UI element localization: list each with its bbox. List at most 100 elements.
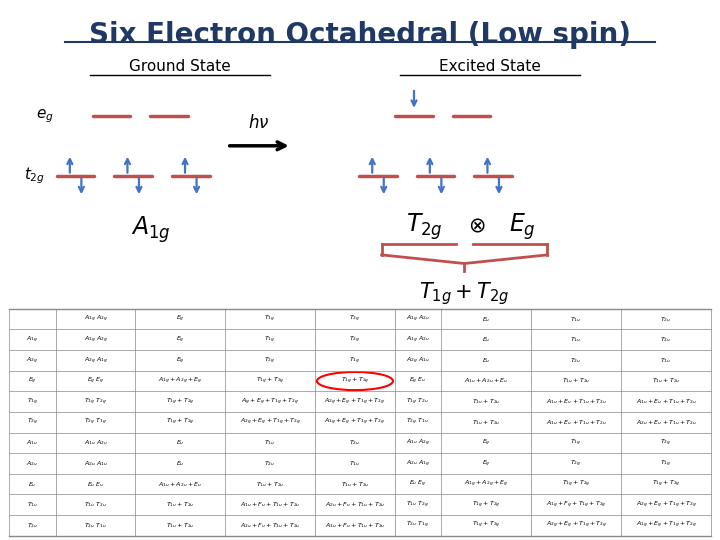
Text: $T_{1u}\ T_{2u}$: $T_{1u}\ T_{2u}$ [84, 500, 107, 509]
Text: $A_{1g}$: $A_{1g}$ [27, 335, 38, 345]
Text: $E_g$: $E_g$ [508, 212, 536, 242]
Text: $T_{2g}$: $T_{2g}$ [570, 458, 582, 469]
Text: $T_{1u}+T_{2u}$: $T_{1u}+T_{2u}$ [166, 500, 194, 509]
Text: $T_{2u}$: $T_{2u}$ [264, 459, 276, 468]
Text: $T_{1g} + T_{2g}$: $T_{1g} + T_{2g}$ [419, 280, 510, 307]
Text: $T_{2g}$: $T_{2g}$ [660, 438, 672, 448]
Text: $T_{1u}$: $T_{1u}$ [570, 315, 582, 323]
Text: $A_{1g}+A_{2g}+E_g$: $A_{1g}+A_{2g}+E_g$ [158, 376, 202, 386]
Text: $A_{1u}+E_u+T_{1u}+T_{2u}$: $A_{1u}+E_u+T_{1u}+T_{2u}$ [546, 397, 606, 406]
Text: $T_{2u}$: $T_{2u}$ [570, 356, 582, 365]
Text: $T_{1g}$: $T_{1g}$ [660, 458, 672, 469]
Text: $A_{1u}+E_u+T_{1u}+T_{2u}$: $A_{1u}+E_u+T_{1u}+T_{2u}$ [546, 418, 606, 427]
Text: $T_{1u}+T_{2u}$: $T_{1u}+T_{2u}$ [472, 397, 500, 406]
Text: $T_{1u}+T_{2u}$: $T_{1u}+T_{2u}$ [166, 521, 194, 530]
Text: $A_{1g}+A_{2g}+E_g$: $A_{1g}+A_{2g}+E_g$ [464, 479, 508, 489]
Text: $T_{1u}$: $T_{1u}$ [660, 356, 672, 365]
Text: $T_{1g}+T_{2g}$: $T_{1g}+T_{2g}$ [562, 479, 590, 489]
Text: $\otimes$: $\otimes$ [468, 217, 485, 237]
Text: $T_{1g}+T_{2g}$: $T_{1g}+T_{2g}$ [166, 396, 194, 407]
Text: $T_{2g}$: $T_{2g}$ [406, 212, 444, 242]
Text: $A_{1g}+E_g+T_{1g}+T_{2g}$: $A_{1g}+E_g+T_{1g}+T_{2g}$ [325, 417, 385, 427]
Text: $e_g$: $e_g$ [36, 107, 53, 125]
Text: $T_{1g}$: $T_{1g}$ [349, 355, 361, 366]
Text: $A_g+E_g+T_{1g}+T_{2g}$: $A_g+E_g+T_{1g}+T_{2g}$ [241, 396, 299, 407]
Text: Six Electron Octahedral (Low spin): Six Electron Octahedral (Low spin) [89, 21, 631, 49]
Text: $A_{2u}\ A_{1g}$: $A_{2u}\ A_{1g}$ [405, 458, 430, 469]
Text: $A_{1g}\ A_{2u}$: $A_{1g}\ A_{2u}$ [405, 314, 430, 325]
Text: $E_g$: $E_g$ [482, 438, 490, 448]
Text: $E_g$: $E_g$ [176, 355, 184, 366]
Text: $T_{1u}$: $T_{1u}$ [349, 459, 361, 468]
Text: $A_{1u}+F_u+T_{1u}+T_{2u}$: $A_{1u}+F_u+T_{1u}+T_{2u}$ [240, 500, 300, 509]
Text: $A_{2g}\ A_{1u}$: $A_{2g}\ A_{1u}$ [405, 355, 430, 366]
Text: $E_u$: $E_u$ [176, 438, 184, 447]
Text: $E_g$: $E_g$ [482, 458, 490, 469]
Text: $A_{2g}+E_g+T_{1g}+T_{2g}$: $A_{2g}+E_g+T_{1g}+T_{2g}$ [636, 500, 696, 510]
Text: $A_{2g}\ A_{1g}$: $A_{2g}\ A_{1g}$ [84, 355, 108, 366]
Text: $T_{2u}$: $T_{2u}$ [349, 438, 361, 447]
Text: $A_{1g}\ A_{2u}$: $A_{1g}\ A_{2u}$ [405, 335, 430, 345]
Text: $E_u$: $E_u$ [28, 480, 37, 489]
Text: $E_u$: $E_u$ [176, 459, 184, 468]
Text: $T_{1g}+T_{2g}$: $T_{1g}+T_{2g}$ [472, 500, 500, 510]
Text: $E_u$: $E_u$ [482, 315, 490, 323]
Text: $E_u\ E_g$: $E_u\ E_g$ [409, 479, 426, 489]
Text: $A_{1u}\ A_{2g}$: $A_{1u}\ A_{2g}$ [405, 438, 430, 448]
Text: $T_{1g}+T_{2g}$: $T_{1g}+T_{2g}$ [652, 479, 680, 489]
Text: $A_{1g}\ A_{2g}$: $A_{1g}\ A_{2g}$ [84, 335, 108, 345]
Text: $E_g$: $E_g$ [176, 335, 184, 345]
Text: $T_{2u}$: $T_{2u}$ [27, 521, 38, 530]
Text: $T_{2g}$: $T_{2g}$ [349, 335, 361, 345]
Text: $T_{1u}+T_{2u}$: $T_{1u}+T_{2u}$ [341, 480, 369, 489]
Text: $T_{1u}\ T_{2g}$: $T_{1u}\ T_{2g}$ [406, 500, 429, 510]
Text: $A_{2g}+E_g+T_{1g}+T_{2g}$: $A_{2g}+E_g+T_{1g}+T_{2g}$ [325, 396, 385, 407]
Text: $T_{1g}+T_{2g}$: $T_{1g}+T_{2g}$ [472, 520, 500, 530]
Text: $A_{1g}\ A_{2g}$: $A_{1g}\ A_{2g}$ [84, 314, 108, 325]
Text: Excited State: Excited State [438, 59, 541, 75]
Text: $T_{2u}$: $T_{2u}$ [660, 335, 672, 345]
Text: $t_{2g}$: $t_{2g}$ [24, 165, 45, 186]
Text: $T_{1g}\ T_{2g}$: $T_{1g}\ T_{2g}$ [84, 396, 107, 407]
Text: $T_{1u}$: $T_{1u}$ [27, 500, 38, 509]
Text: $A_{2u}\ A_{1u}$: $A_{2u}\ A_{1u}$ [84, 459, 108, 468]
Text: $A_{1u}\ A_{2u}$: $A_{1u}\ A_{2u}$ [84, 438, 108, 447]
Text: $T_{1g}$: $T_{1g}$ [264, 335, 276, 345]
Text: $T_{2g}\ T_{1u}$: $T_{2g}\ T_{1u}$ [406, 417, 429, 427]
Text: $T_{1g}$: $T_{1g}$ [27, 396, 38, 407]
Text: $T_{2g}$: $T_{2g}$ [349, 314, 361, 325]
Text: $A_{2u}$: $A_{2u}$ [27, 459, 38, 468]
Text: $A_{1u}$: $A_{1u}$ [27, 438, 38, 447]
Text: $A_{1u}+A_{2u}+E_u$: $A_{1u}+A_{2u}+E_u$ [464, 376, 508, 386]
Text: $T_{1u}$: $T_{1u}$ [570, 335, 582, 345]
Text: $E_g\ E_u$: $E_g\ E_u$ [409, 376, 426, 386]
Text: $T_{1g}+T_{2g}$: $T_{1g}+T_{2g}$ [166, 417, 194, 427]
Text: $E_g\ E_g$: $E_g\ E_g$ [87, 376, 104, 386]
Text: $T_{1u}+T_{2u}$: $T_{1u}+T_{2u}$ [562, 376, 590, 386]
Text: $A_{2u}+F_u+T_{1u}+T_{2u}$: $A_{2u}+F_u+T_{1u}+T_{2u}$ [325, 500, 385, 509]
Text: $T_{2u}\ T_{1u}$: $T_{2u}\ T_{1u}$ [84, 521, 107, 530]
Text: $E_u$: $E_u$ [482, 356, 490, 365]
Text: $T_{2g}$: $T_{2g}$ [27, 417, 38, 427]
Text: $T_{2g}\ T_{1g}$: $T_{2g}\ T_{1g}$ [84, 417, 107, 427]
Text: $A_{2g}+E_g+T_{1g}+T_{2g}$: $A_{2g}+E_g+T_{1g}+T_{2g}$ [546, 520, 606, 530]
Text: $T_{1g}$: $T_{1g}$ [570, 438, 582, 448]
Text: $A_{2g}+E_g+T_{1g}+T_{2g}$: $A_{2g}+E_g+T_{1g}+T_{2g}$ [240, 417, 300, 427]
Text: $T_{1g}$: $T_{1g}$ [264, 314, 276, 325]
Text: $E_u$: $E_u$ [482, 335, 490, 345]
Text: $A_{1g}+F_g+T_{1g}+T_{2g}$: $A_{1g}+F_g+T_{1g}+T_{2g}$ [546, 500, 606, 510]
Text: $A_{1g}$: $A_{1g}$ [131, 214, 171, 245]
Text: $A_{2g}$: $A_{2g}$ [27, 355, 38, 366]
Text: $T_{1u}+T_{2u}$: $T_{1u}+T_{2u}$ [472, 418, 500, 427]
Text: $A_{2u}+F_u+T_{1u}+T_{2u}$: $A_{2u}+F_u+T_{1u}+T_{2u}$ [240, 521, 300, 530]
Text: $E_g$: $E_g$ [28, 376, 37, 386]
Text: $h\nu$: $h\nu$ [248, 114, 270, 132]
Text: $T_{2u}$: $T_{2u}$ [660, 315, 672, 323]
Text: $E_g$: $E_g$ [176, 314, 184, 325]
Text: $A_{1u}+A_{2u}+E_u$: $A_{1u}+A_{2u}+E_u$ [158, 480, 202, 489]
Text: $A_{1u}+F_u+T_{1u}+T_{2u}$: $A_{1u}+F_u+T_{1u}+T_{2u}$ [325, 521, 385, 530]
Text: $T_{1u}$: $T_{1u}$ [264, 438, 276, 447]
Text: $T_{1u}+T_{2u}$: $T_{1u}+T_{2u}$ [652, 376, 680, 386]
Text: $A_{2u}+E_u+T_{1u}+T_{2u}$: $A_{2u}+E_u+T_{1u}+T_{2u}$ [636, 418, 696, 427]
Text: $E_u\ E_u$: $E_u\ E_u$ [87, 480, 104, 489]
